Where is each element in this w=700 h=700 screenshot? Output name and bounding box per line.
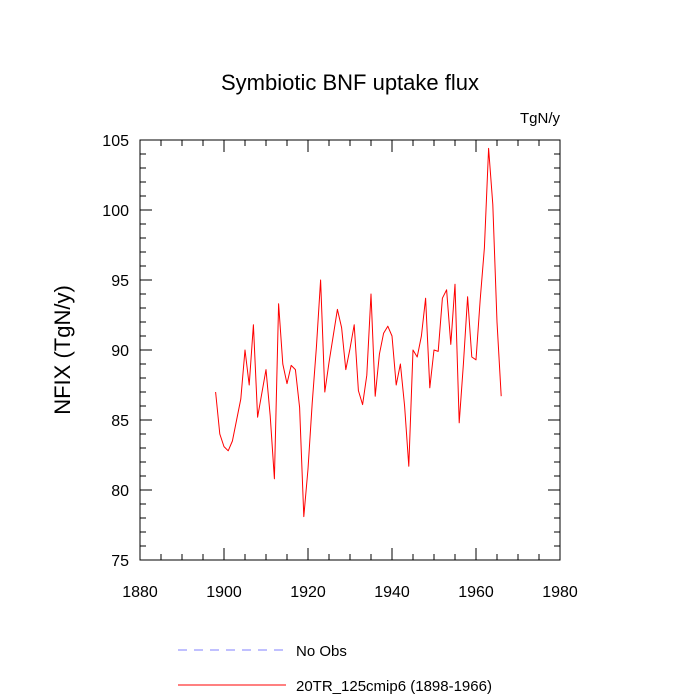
units-label: TgN/y xyxy=(520,110,561,127)
plot-frame xyxy=(139,139,561,561)
series-layer xyxy=(215,147,502,518)
x-tick-label: 1920 xyxy=(290,584,326,601)
y-tick-label: 75 xyxy=(111,553,129,570)
x-tick-label: 1940 xyxy=(374,584,410,601)
y-tick-label: 105 xyxy=(102,133,129,150)
x-tick-label: 1880 xyxy=(122,584,158,601)
chart-title: Symbiotic BNF uptake flux xyxy=(221,70,479,95)
y-tick-label: 100 xyxy=(102,203,129,220)
legend-label-model: 20TR_125cmip6 (1898-1966) xyxy=(296,678,492,695)
y-tick-label: 80 xyxy=(111,483,129,500)
x-tick-label: 1900 xyxy=(206,584,242,601)
y-tick-label: 95 xyxy=(111,273,129,290)
legend-label-no-obs: No Obs xyxy=(296,643,347,660)
series-line-0 xyxy=(215,147,502,518)
y-tick-label: 85 xyxy=(111,413,129,430)
x-tick-label: 1980 xyxy=(542,584,578,601)
tick-labels: 1880 1900 1920 1940 1960 1980 75 80 85 90 95 100 105 xyxy=(102,133,578,601)
x-tick-label: 1960 xyxy=(458,584,494,601)
legend: No Obs 20TR_125cmip6 (1898-1966) xyxy=(178,643,492,695)
y-axis-label: NFIX (TgN/y) xyxy=(50,285,75,415)
y-tick-label: 90 xyxy=(111,343,129,360)
